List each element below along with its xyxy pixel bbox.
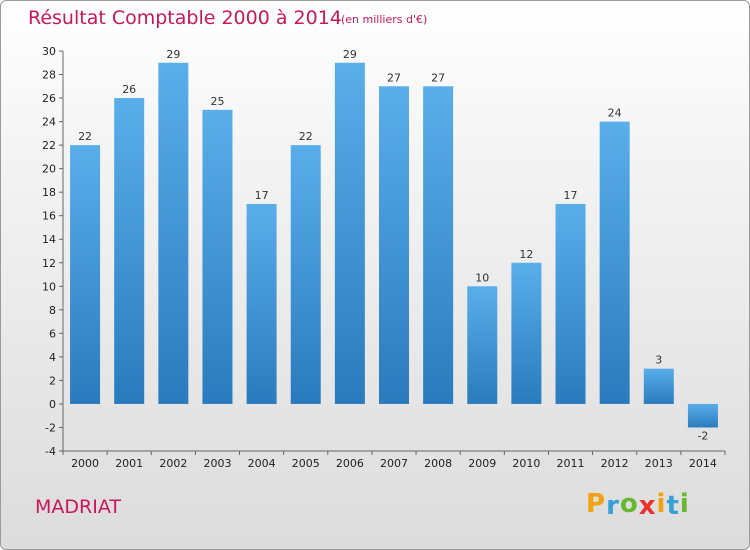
bar-2006 — [334, 62, 365, 404]
proxiti-logo: Proxiti — [586, 489, 690, 521]
value-label-2010: 12 — [519, 248, 533, 261]
value-label-2009: 10 — [475, 271, 489, 284]
bar-2007 — [379, 86, 409, 404]
bar-2012 — [599, 121, 630, 404]
logo-letter: r — [606, 491, 620, 521]
value-label-2014: -2 — [697, 429, 708, 442]
x-tick-label: 2004 — [248, 457, 276, 470]
x-tick-label: 2008 — [424, 457, 452, 470]
chart-title: Résultat Comptable 2000 à 2014 — [28, 7, 342, 29]
logo-letter: i — [679, 489, 690, 519]
value-label-2005: 22 — [299, 130, 313, 143]
value-label-2011: 17 — [564, 189, 578, 202]
bar-2003 — [202, 109, 233, 404]
value-label-2013: 3 — [655, 354, 662, 367]
x-tick-label: 2014 — [689, 457, 717, 470]
y-tick-label: 12 — [42, 257, 56, 270]
bar-2005 — [290, 145, 321, 404]
bar-2013 — [643, 368, 674, 404]
y-tick-label: 8 — [49, 304, 56, 317]
x-tick-label: 2007 — [380, 457, 408, 470]
x-tick-label: 2012 — [601, 457, 629, 470]
bar-2011 — [555, 203, 586, 404]
x-tick-label: 2005 — [292, 457, 320, 470]
bar-2002 — [158, 62, 189, 404]
logo-letter: o — [619, 489, 639, 519]
y-tick-label: 20 — [42, 163, 56, 176]
logo-letter: i — [656, 489, 667, 519]
bar-2014 — [687, 403, 718, 428]
x-tick-label: 2011 — [557, 457, 585, 470]
y-tick-label: 14 — [42, 233, 56, 246]
bar-2001 — [114, 98, 145, 404]
labels: 2000 22 2001 26 2002 29 2003 25 2004 17 2005 22 2006… — [71, 48, 717, 470]
y-tick-label: 10 — [42, 280, 56, 293]
bar-2008 — [423, 86, 454, 404]
value-label-2006: 29 — [343, 48, 357, 61]
y-tick-label: 30 — [42, 45, 56, 58]
value-label-2001: 26 — [122, 83, 136, 96]
x-tick-label: 2002 — [159, 457, 187, 470]
x-tick-label: 2006 — [336, 457, 364, 470]
value-label-2003: 25 — [210, 95, 224, 108]
bar-2010 — [511, 262, 542, 404]
y-tick-label: 24 — [42, 116, 56, 129]
value-label-2007: 27 — [387, 71, 401, 84]
x-tick-label: 2013 — [645, 457, 673, 470]
x-tick-label: 2003 — [203, 457, 231, 470]
y-tick-label: 0 — [49, 398, 56, 411]
y-tick-label: -2 — [45, 421, 56, 434]
y-tick-label: 4 — [49, 351, 56, 364]
value-label-2004: 17 — [255, 189, 269, 202]
x-tick-label: 2010 — [512, 457, 540, 470]
bar-2009 — [467, 286, 498, 404]
bars — [70, 62, 718, 428]
y-tick-label: 6 — [49, 327, 56, 340]
chart-subtitle: (en milliers d'€) — [341, 13, 428, 26]
y-tick-label: -4 — [45, 445, 56, 458]
x-tick-label: 2009 — [468, 457, 496, 470]
logo-letter: t — [666, 491, 680, 521]
logo-letter: x — [638, 491, 657, 521]
logo-letter: P — [586, 489, 607, 519]
value-label-2002: 29 — [166, 48, 180, 61]
bar-2000 — [70, 145, 101, 404]
value-label-2012: 24 — [608, 107, 622, 120]
x-tick-label: 2000 — [71, 457, 99, 470]
y-tick-label: 2 — [49, 374, 56, 387]
y-tick-label: 28 — [42, 69, 56, 82]
town-name: MADRIAT — [35, 496, 121, 518]
value-label-2000: 22 — [78, 130, 92, 143]
y-tick-label: 16 — [42, 210, 56, 223]
x-tick-label: 2001 — [115, 457, 143, 470]
value-label-2008: 27 — [431, 71, 445, 84]
y-tick-label: 22 — [42, 139, 56, 152]
y-tick-label: 18 — [42, 186, 56, 199]
bar-2004 — [246, 203, 277, 404]
y-tick-label: 26 — [42, 92, 56, 105]
